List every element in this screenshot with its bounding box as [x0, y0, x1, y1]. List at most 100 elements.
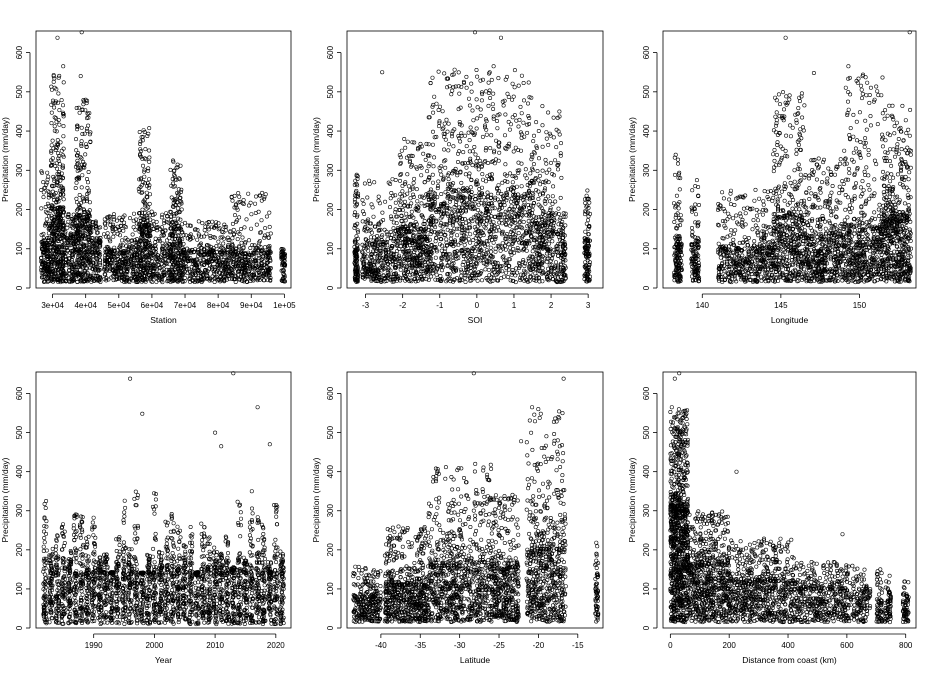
data-point	[56, 274, 61, 279]
data-point	[52, 85, 57, 90]
x-tick-label: 6e+04	[141, 301, 164, 310]
data-point	[483, 267, 488, 272]
data-point	[60, 163, 65, 168]
data-point	[457, 251, 462, 256]
data-point	[54, 161, 59, 166]
data-point	[58, 223, 63, 228]
data-point	[61, 222, 66, 227]
data-point	[438, 221, 443, 226]
data-point	[54, 226, 59, 231]
data-point	[77, 202, 82, 207]
data-point	[254, 222, 259, 227]
data-point	[103, 225, 108, 230]
data-point	[89, 230, 94, 235]
data-point	[516, 124, 521, 129]
data-point	[484, 222, 489, 227]
y-tick-label: 500	[15, 85, 24, 99]
x-tick-label: 3	[586, 301, 591, 310]
data-point	[49, 110, 54, 115]
data-point	[253, 201, 258, 206]
data-point	[75, 158, 80, 163]
data-point	[120, 238, 125, 243]
data-point	[39, 188, 44, 193]
data-point	[79, 139, 84, 144]
data-point	[49, 263, 54, 268]
data-point	[479, 278, 484, 283]
data-point	[408, 272, 413, 277]
data-point	[78, 165, 83, 170]
data-point	[87, 188, 92, 193]
data-point	[81, 278, 86, 283]
data-point	[52, 128, 57, 133]
data-point	[84, 266, 89, 271]
data-point	[471, 238, 476, 243]
data-point	[415, 278, 420, 283]
data-point	[77, 213, 82, 218]
data-point	[69, 233, 74, 238]
data-point	[55, 142, 60, 147]
data-point	[137, 130, 142, 135]
data-point	[75, 258, 80, 263]
data-point	[74, 180, 79, 185]
data-point	[45, 170, 50, 175]
data-point	[67, 256, 72, 261]
data-point	[98, 252, 103, 257]
data-point	[69, 238, 74, 243]
data-point	[399, 148, 404, 153]
x-axis-title: SOI	[468, 315, 483, 325]
data-point	[88, 252, 93, 257]
data-point	[448, 236, 453, 241]
data-point	[169, 223, 174, 228]
data-point	[51, 267, 56, 272]
data-point	[202, 228, 207, 233]
data-point	[58, 212, 63, 217]
data-point	[242, 225, 247, 230]
data-point	[49, 183, 54, 188]
data-point	[230, 236, 235, 241]
data-point	[268, 231, 273, 236]
data-point	[419, 173, 424, 178]
data-point	[430, 271, 435, 276]
data-point	[51, 237, 56, 242]
data-point	[455, 233, 460, 238]
data-point	[82, 131, 87, 136]
data-point	[92, 264, 97, 269]
data-point	[168, 167, 173, 172]
x-tick-label: 0	[475, 301, 480, 310]
data-point	[44, 276, 49, 281]
data-point	[56, 100, 61, 105]
data-point	[147, 177, 152, 182]
data-point	[45, 221, 50, 226]
data-point	[51, 232, 56, 237]
y-tick-label: 100	[326, 242, 335, 256]
data-point	[56, 91, 61, 96]
data-point	[74, 208, 79, 213]
data-point	[49, 255, 54, 260]
data-point	[60, 227, 65, 232]
data-point	[59, 189, 64, 194]
data-point	[68, 261, 73, 266]
x-tick-label: 3e+04	[41, 301, 64, 310]
data-point	[478, 107, 483, 112]
data-point	[60, 207, 65, 212]
data-point	[83, 97, 88, 102]
data-point	[82, 269, 87, 274]
data-point	[94, 242, 99, 247]
data-point	[61, 146, 66, 151]
y-tick-label: 0	[326, 285, 335, 290]
y-tick-label: 300	[326, 163, 335, 177]
data-point	[495, 225, 500, 230]
data-point	[213, 275, 218, 280]
data-point	[403, 145, 408, 150]
data-point	[521, 219, 526, 224]
data-point	[95, 267, 100, 272]
data-point	[49, 150, 54, 155]
data-point	[78, 263, 83, 268]
data-point	[239, 227, 244, 232]
data-point	[249, 226, 254, 231]
data-point	[49, 276, 54, 281]
data-point	[45, 211, 50, 216]
data-point	[39, 206, 44, 211]
data-point	[56, 251, 61, 256]
y-axis-title: Precipitation (mm/day)	[311, 117, 321, 202]
